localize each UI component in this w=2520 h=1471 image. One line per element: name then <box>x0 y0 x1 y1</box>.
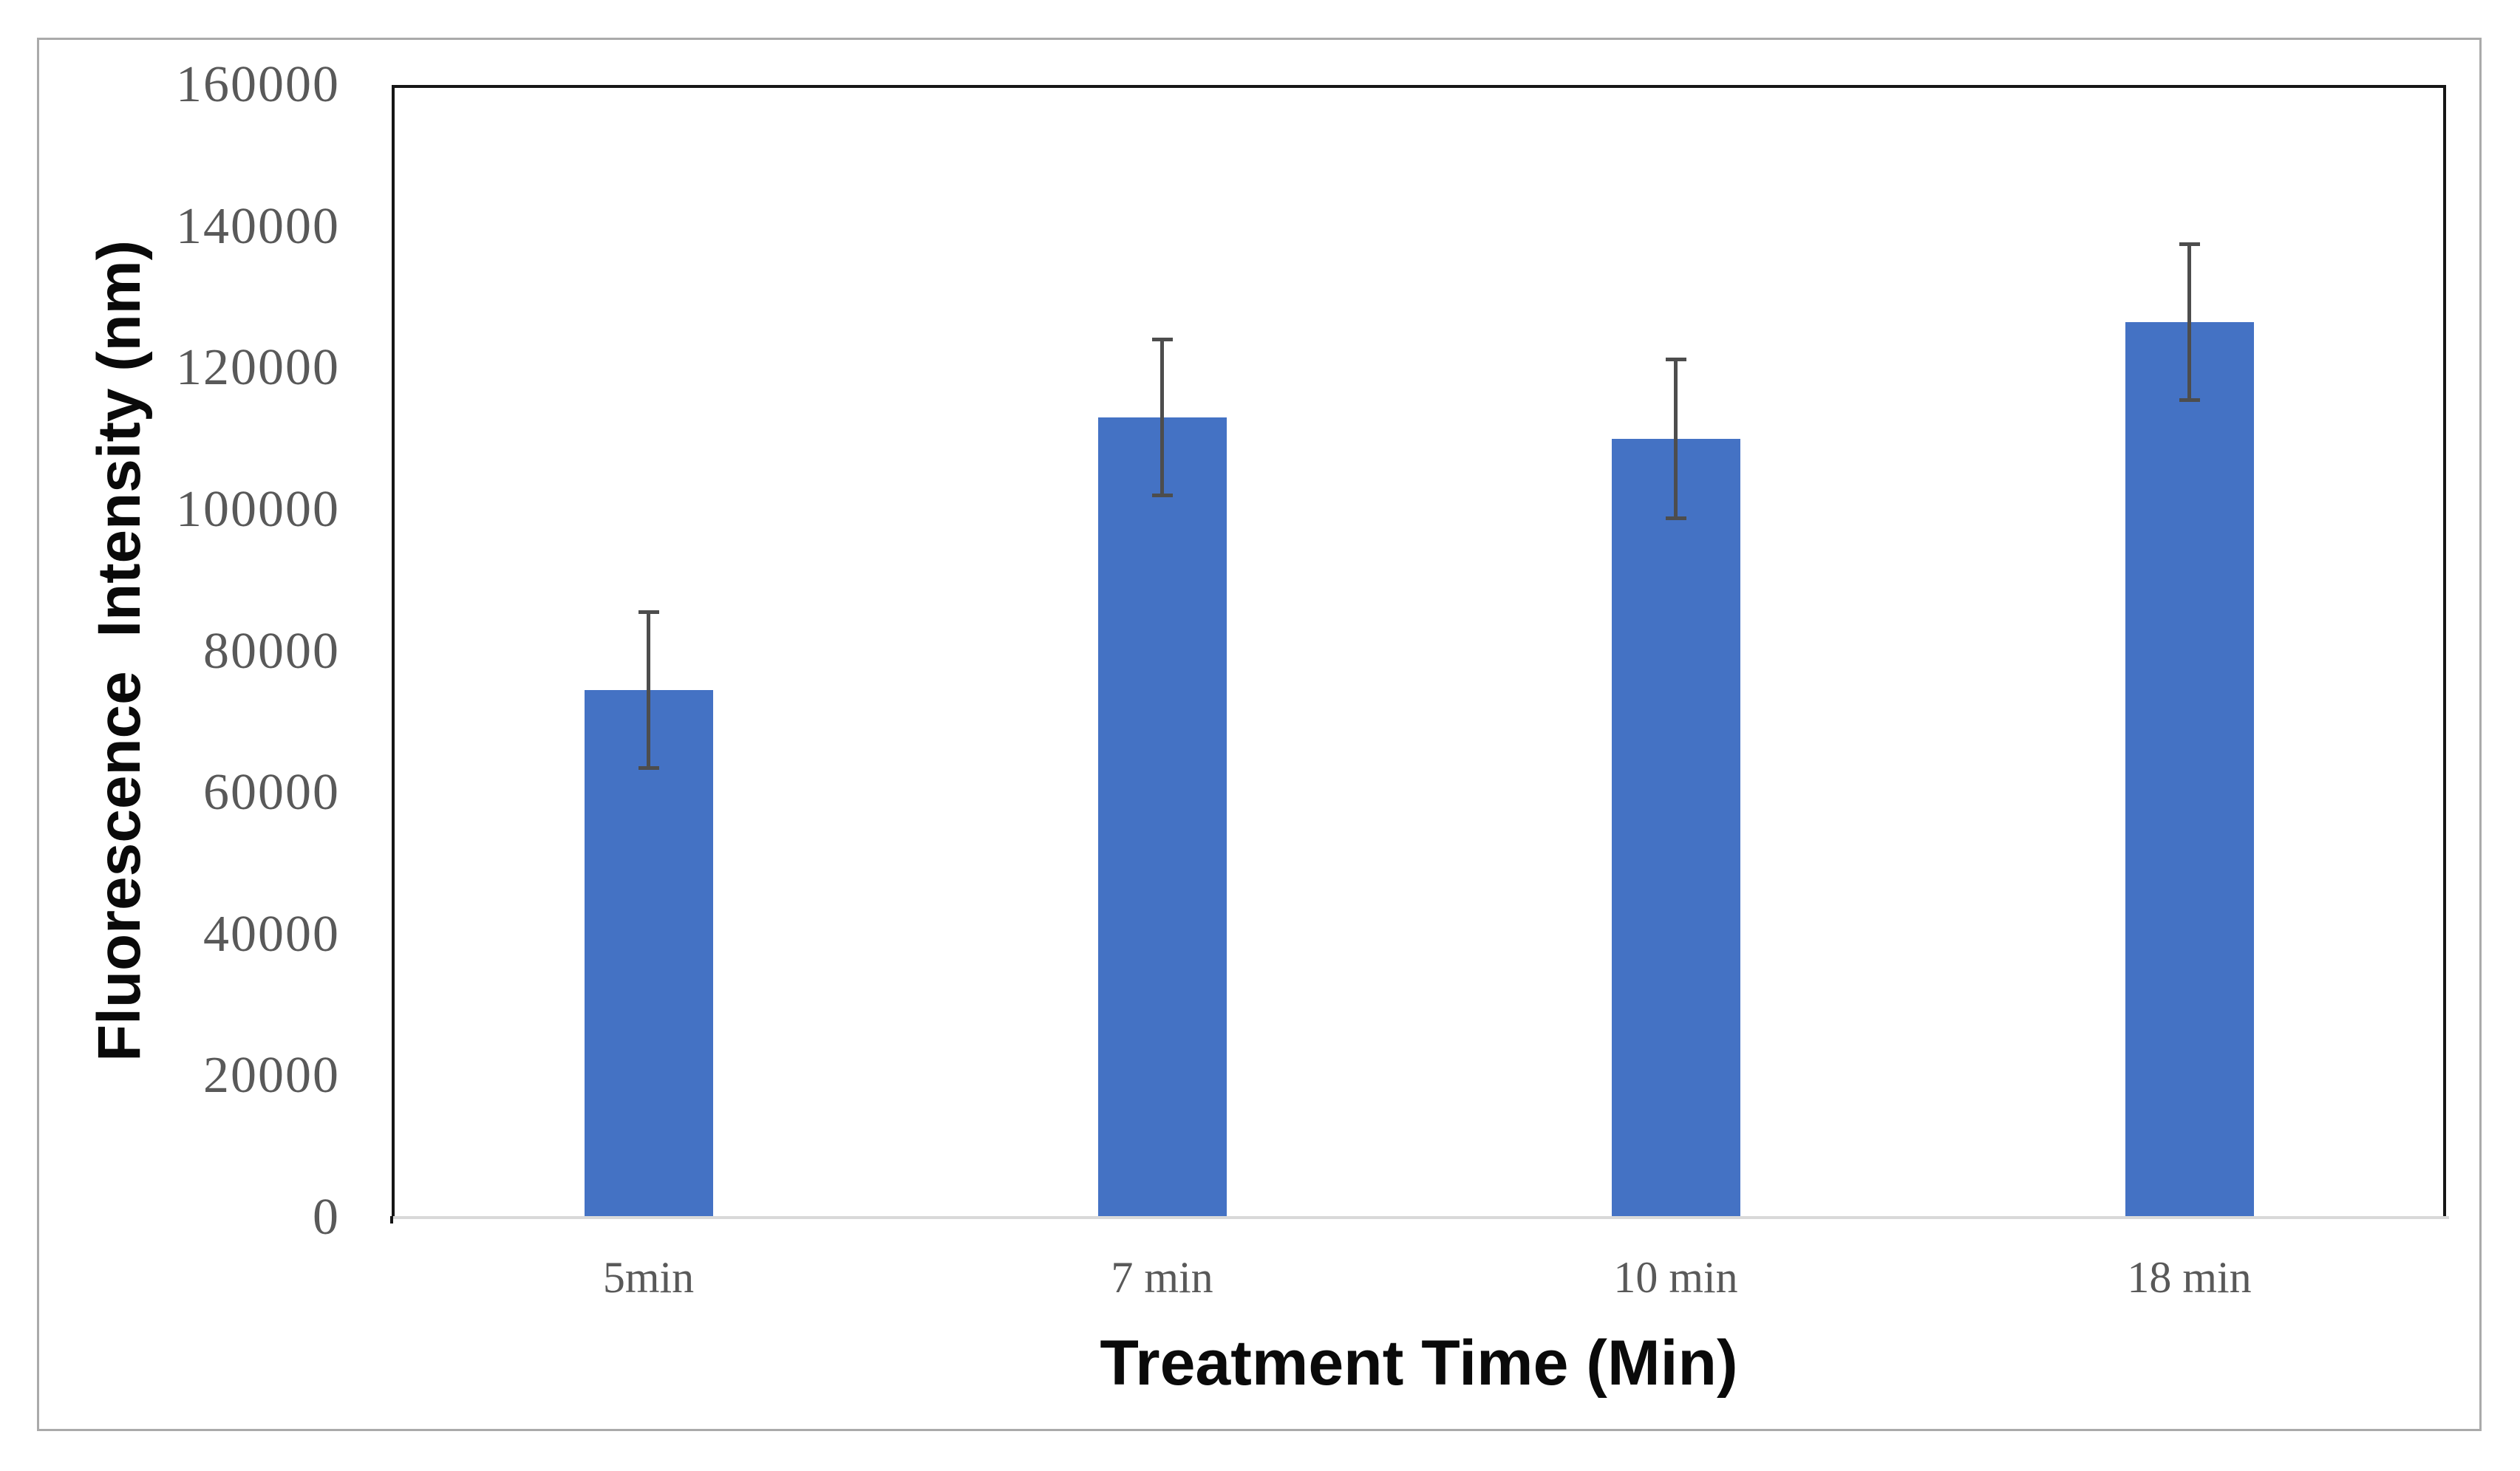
error-bar-line <box>2187 244 2191 400</box>
x-axis-line <box>390 1216 2449 1219</box>
error-bar-cap <box>638 766 659 771</box>
y-tick-label: 160000 <box>176 56 340 113</box>
error-bar-line <box>1674 359 1678 519</box>
y-tick-label: 60000 <box>203 764 340 822</box>
error-bar-line <box>647 612 650 768</box>
error-bar-cap <box>638 610 659 615</box>
y-tick-label: 80000 <box>203 622 340 680</box>
error-bar-cap <box>2179 242 2200 247</box>
y-tick-label: 140000 <box>176 197 340 255</box>
x-axis-title: Treatment Time (Min) <box>1100 1328 1738 1399</box>
error-bar-cap <box>1151 338 1173 342</box>
y-tick-label: 0 <box>313 1189 340 1246</box>
error-bar-cap <box>1665 358 1686 362</box>
y-tick-label: 40000 <box>203 905 340 963</box>
y-tick-label: 120000 <box>176 339 340 397</box>
error-bar-cap <box>2179 397 2200 402</box>
error-bar-cap <box>1665 516 1686 520</box>
bar-5min <box>584 690 713 1218</box>
plot-area <box>392 85 2446 1218</box>
x-tick-label: 5min <box>602 1253 695 1302</box>
y-tick-label: 20000 <box>203 1047 340 1105</box>
y-axis-tick-stub <box>390 1216 393 1223</box>
bar-18min <box>2125 321 2254 1218</box>
x-tick-label: 10 min <box>1613 1253 1738 1302</box>
x-tick-label: 7 min <box>1111 1253 1213 1302</box>
bar-7min <box>1097 417 1227 1218</box>
y-axis-title: Fluorescence Intensity (nm) <box>86 240 153 1062</box>
error-bar-cap <box>1151 494 1173 498</box>
bar-10min <box>1611 439 1740 1218</box>
x-tick-label: 18 min <box>2127 1253 2252 1302</box>
y-tick-label: 100000 <box>176 480 340 538</box>
error-bar-line <box>1160 339 1164 496</box>
